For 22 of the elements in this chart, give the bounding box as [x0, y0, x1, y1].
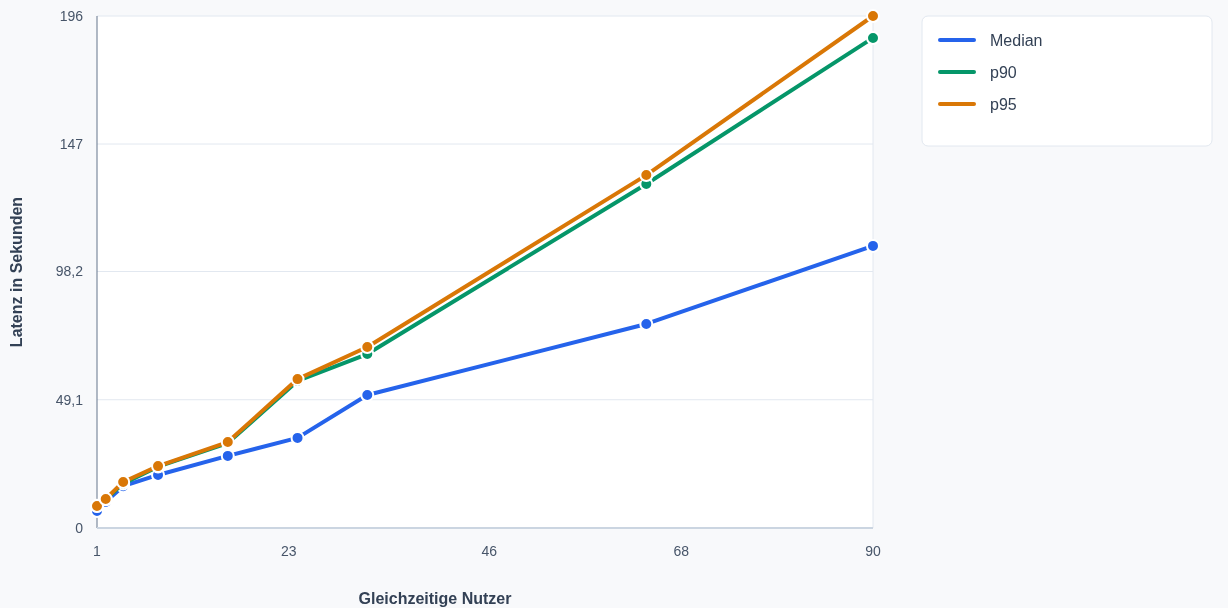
point [866, 30, 880, 45]
y-tick-label: 0 [75, 519, 84, 536]
x-tick-label: 68 [673, 543, 690, 559]
point [639, 168, 654, 183]
y-tick-label: 98,2 [55, 263, 84, 280]
y-axis-title: Latenz in Sekunden [8, 196, 25, 348]
point [360, 388, 375, 403]
y-tick-label: 147 [59, 135, 84, 152]
point [866, 238, 880, 253]
x-axis-title: Gleichzeitige Nutzer [358, 590, 512, 607]
legend-label: Median [990, 31, 1043, 49]
x-tick-label: 23 [281, 543, 297, 559]
legend-label: p95 [990, 95, 1017, 113]
x-tick-label: 90 [865, 543, 881, 559]
y-tick-label: 196 [59, 7, 84, 24]
point [360, 339, 375, 354]
point [290, 430, 305, 445]
x-tick-label: 1 [93, 543, 102, 559]
point [866, 9, 880, 23]
x-tick-label: 46 [481, 543, 498, 559]
legend-label: p90 [990, 63, 1017, 81]
y-tick-label: 49,1 [55, 391, 84, 408]
